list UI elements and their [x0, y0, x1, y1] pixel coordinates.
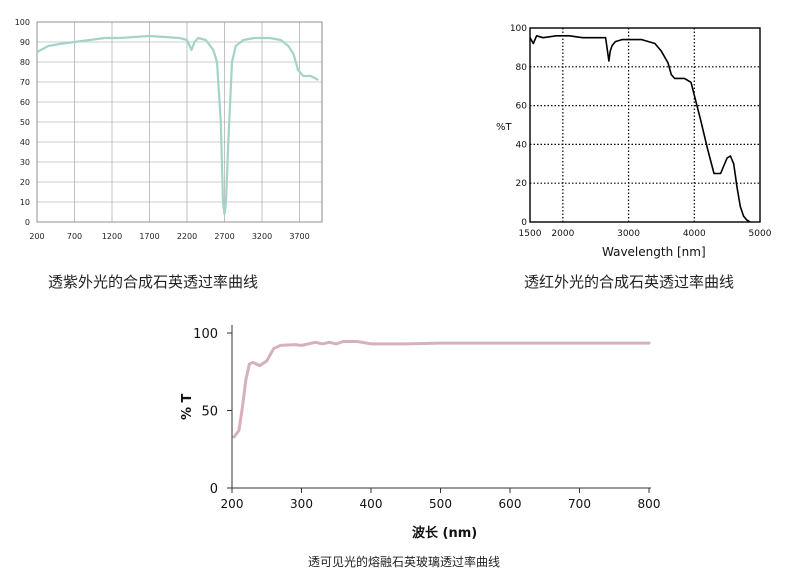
vis-x-tick-label: 800 [638, 497, 661, 511]
uv-chart-caption: 透紫外光的合成石英透过率曲线 [48, 273, 259, 291]
ir-x-tick-label: 5000 [749, 229, 772, 239]
vis-series-path [232, 340, 651, 439]
uv-x-tick-label: 1200 [102, 232, 122, 241]
ir-y-tick-label: 0 [521, 218, 527, 228]
vis-axes [227, 325, 651, 493]
vis-y-tick-label: 100 [193, 327, 218, 342]
ir-x-tick-label: 2000 [551, 229, 574, 239]
uv-x-tick-label: 2200 [177, 232, 197, 241]
uv-x-tick-label: 3700 [289, 232, 309, 241]
vis-x-tick-label: 500 [429, 497, 452, 511]
uv-y-tick-label: 70 [20, 78, 30, 87]
uv-x-tick-label: 200 [29, 232, 44, 241]
ir-y-axis-label: %T [496, 122, 513, 133]
uv-y-tick-label: 100 [15, 18, 30, 27]
uv-y-tick-label: 30 [20, 158, 30, 167]
ir-plot-area [529, 27, 761, 223]
ir-y-tick-label: 80 [516, 63, 528, 73]
uv-series-line [36, 34, 319, 216]
ir-series-line [529, 35, 751, 223]
uv-x-tick-label: 700 [67, 232, 82, 241]
uv-tick-labels: 200 700 1200 1700 2200 2700 3200 3700 0 10 20 30 40 5… [15, 18, 310, 241]
ir-y-tick-label: 20 [516, 179, 528, 189]
ir-y-tick-label: 100 [510, 24, 527, 34]
uv-y-tick-label: 20 [20, 178, 30, 187]
ir-x-tick-label: 1500 [519, 229, 542, 239]
uv-grid [36, 21, 322, 223]
uv-y-tick-label: 90 [20, 38, 30, 47]
ir-chart-caption: 透红外光的合成石英透过率曲线 [524, 273, 735, 291]
ir-y-tick-label: 40 [516, 140, 528, 150]
uv-y-tick-label: 60 [20, 98, 30, 107]
ir-grid [530, 28, 760, 222]
ir-series-path [529, 35, 751, 223]
vis-y-tick-label: 0 [210, 482, 218, 497]
vis-x-tick-label: 300 [290, 497, 313, 511]
vis-x-axis-label: 波长 (nm) [412, 525, 477, 541]
uv-series-path [36, 34, 319, 216]
ir-x-tick-label: 3000 [617, 229, 640, 239]
ir-x-axis-label: Wavelength [nm] [602, 245, 706, 259]
uv-x-tick-label: 2700 [214, 232, 234, 241]
ir-y-tick-label: 60 [516, 102, 528, 112]
vis-y-axis-label: % T [180, 393, 195, 420]
vis-y-tick-label: 50 [201, 405, 218, 420]
visible-chart-caption: 透可见光的熔融石英玻璃透过率曲线 [308, 555, 501, 569]
ir-tick-labels: 1500 2000 3000 4000 5000 0 20 40 60 80 100 [510, 24, 772, 239]
uv-y-tick-label: 50 [20, 118, 30, 127]
vis-series-line [232, 340, 651, 439]
ir-x-tick-label: 4000 [683, 229, 706, 239]
vis-x-tick-label: 700 [568, 497, 591, 511]
vis-tick-labels: 200 300 400 500 600 700 800 0 50 100 [193, 327, 660, 511]
uv-x-tick-label: 1700 [139, 232, 159, 241]
vis-x-tick-label: 200 [221, 497, 244, 511]
uv-y-tick-label: 0 [25, 218, 30, 227]
uv-y-tick-label: 80 [20, 58, 30, 67]
vis-x-tick-label: 600 [499, 497, 522, 511]
vis-x-tick-label: 400 [360, 497, 383, 511]
uv-y-tick-label: 10 [20, 198, 30, 207]
uv-y-tick-label: 40 [20, 138, 30, 147]
uv-x-tick-label: 3200 [252, 232, 272, 241]
